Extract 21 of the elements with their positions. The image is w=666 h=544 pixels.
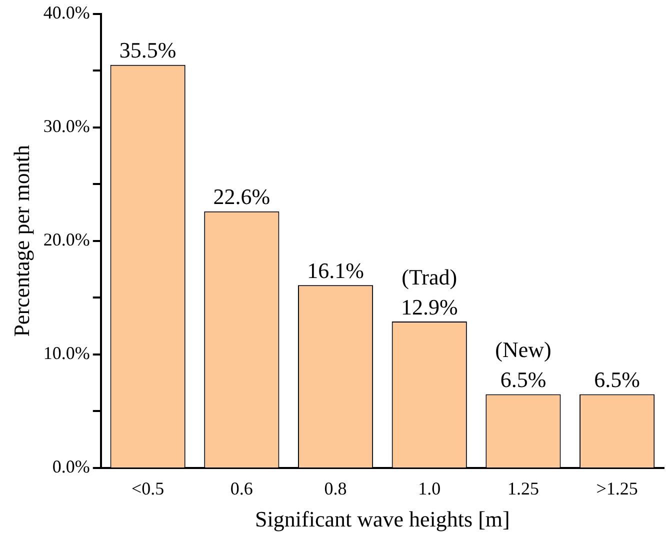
x-axis-title: Significant wave heights [m] [255,506,510,532]
data-label: 16.1% [307,258,364,283]
data-label: 22.6% [213,184,270,210]
x-tick-label: 1.25 [507,478,539,499]
y-tick-label: 0.0% [52,456,90,477]
data-label: 6.5% [500,366,546,392]
y-axis-title: Percentage per month [8,144,34,337]
y-tick-label: 10.0% [43,343,90,364]
y-tick-label: 20.0% [43,230,90,250]
data-label: 35.5% [119,38,176,63]
x-tick-label: 0.8 [324,478,347,499]
x-tick-label: >1.25 [596,478,638,499]
x-tick-label: 0.6 [230,478,253,499]
x-tick-label: <0.5 [131,478,164,499]
y-tick-label: 30.0% [43,116,90,136]
y-tick-label: 40.0% [43,2,90,23]
annotation: (New) [495,336,552,362]
data-label: 6.5% [594,366,640,392]
data-label: 12.9% [400,294,458,320]
x-tick-label: 1.0 [418,478,441,499]
annotation: (Trad) [402,264,458,290]
